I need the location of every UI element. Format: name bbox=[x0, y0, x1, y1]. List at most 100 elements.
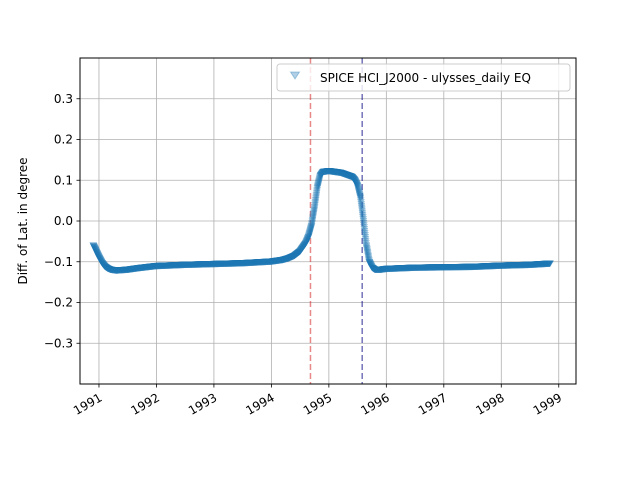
data-point bbox=[190, 261, 199, 269]
data-point bbox=[127, 266, 136, 273]
data-point bbox=[349, 175, 358, 183]
data-point bbox=[357, 204, 366, 212]
data-point bbox=[104, 265, 113, 273]
data-point bbox=[220, 260, 229, 268]
data-point bbox=[150, 263, 159, 270]
data-point bbox=[91, 246, 100, 254]
data-point bbox=[336, 169, 345, 177]
data-point bbox=[319, 168, 328, 176]
data-point bbox=[386, 265, 395, 273]
data-point bbox=[125, 266, 134, 274]
data-point bbox=[239, 260, 248, 267]
data-point bbox=[332, 169, 341, 176]
data-point bbox=[225, 260, 234, 268]
data-point bbox=[127, 266, 136, 273]
data-point bbox=[367, 262, 375, 270]
data-point bbox=[394, 265, 403, 273]
x-tick-label: 1992 bbox=[128, 390, 161, 417]
data-point bbox=[117, 267, 126, 274]
data-point bbox=[332, 169, 341, 176]
data-point bbox=[193, 261, 202, 269]
data-point bbox=[358, 210, 367, 218]
data-point bbox=[347, 173, 356, 181]
data-point bbox=[123, 266, 131, 274]
data-point bbox=[181, 261, 190, 269]
data-point bbox=[347, 173, 356, 181]
data-point bbox=[388, 265, 397, 273]
data-point bbox=[216, 260, 225, 268]
data-point bbox=[342, 171, 351, 179]
data-point bbox=[216, 260, 225, 268]
data-point bbox=[112, 267, 121, 275]
data-point bbox=[217, 260, 226, 268]
data-point bbox=[232, 260, 241, 268]
data-point bbox=[195, 261, 204, 269]
data-point bbox=[353, 182, 362, 190]
data-point bbox=[189, 261, 198, 269]
data-point bbox=[279, 256, 288, 264]
data-point bbox=[296, 247, 305, 255]
data-point bbox=[271, 257, 280, 265]
data-point bbox=[396, 265, 405, 272]
data-point bbox=[247, 259, 256, 267]
data-point bbox=[196, 261, 204, 269]
data-point bbox=[157, 262, 166, 270]
data-point bbox=[338, 170, 346, 177]
data-point bbox=[90, 244, 99, 252]
data-point bbox=[148, 263, 156, 271]
data-point bbox=[290, 252, 299, 260]
data-point bbox=[327, 168, 336, 176]
data-point bbox=[126, 266, 135, 274]
data-point bbox=[230, 260, 238, 268]
data-point bbox=[250, 259, 259, 267]
data-point bbox=[190, 261, 199, 269]
data-point bbox=[317, 171, 325, 179]
data-point bbox=[270, 258, 279, 265]
data-point bbox=[385, 265, 394, 273]
data-point bbox=[290, 252, 299, 260]
data-point bbox=[220, 260, 228, 268]
data-point bbox=[308, 218, 317, 226]
data-point bbox=[249, 259, 258, 267]
data-point bbox=[203, 261, 212, 268]
data-point bbox=[360, 227, 369, 235]
data-point bbox=[312, 191, 321, 199]
data-point bbox=[146, 263, 155, 271]
data-point bbox=[188, 261, 196, 269]
data-point bbox=[267, 258, 276, 266]
data-point bbox=[269, 258, 278, 265]
data-point bbox=[179, 261, 187, 269]
data-point bbox=[290, 252, 299, 260]
data-point bbox=[115, 267, 124, 274]
data-point bbox=[223, 260, 232, 268]
data-point bbox=[309, 212, 318, 220]
data-point bbox=[325, 168, 334, 175]
data-point bbox=[301, 240, 310, 247]
data-point bbox=[279, 256, 288, 264]
data-point bbox=[166, 262, 175, 270]
data-point bbox=[326, 168, 335, 175]
data-point bbox=[173, 262, 182, 269]
data-point bbox=[371, 266, 380, 274]
data-point bbox=[173, 262, 182, 269]
data-point bbox=[177, 261, 186, 269]
data-point bbox=[338, 170, 347, 178]
data-point bbox=[188, 261, 197, 269]
data-point bbox=[194, 261, 203, 269]
data-point bbox=[124, 266, 133, 274]
data-point bbox=[335, 169, 344, 177]
data-point bbox=[110, 267, 119, 274]
data-point bbox=[191, 261, 200, 269]
data-point bbox=[185, 261, 194, 269]
data-point bbox=[357, 202, 366, 210]
data-point bbox=[133, 265, 142, 272]
data-point bbox=[392, 265, 401, 273]
data-point bbox=[129, 265, 138, 273]
data-point bbox=[170, 262, 179, 269]
data-point bbox=[367, 263, 376, 271]
data-point bbox=[276, 257, 285, 264]
data-point bbox=[302, 237, 311, 245]
y-tick-label: 0.0 bbox=[54, 214, 73, 228]
data-point bbox=[325, 168, 334, 175]
data-point bbox=[318, 169, 327, 176]
